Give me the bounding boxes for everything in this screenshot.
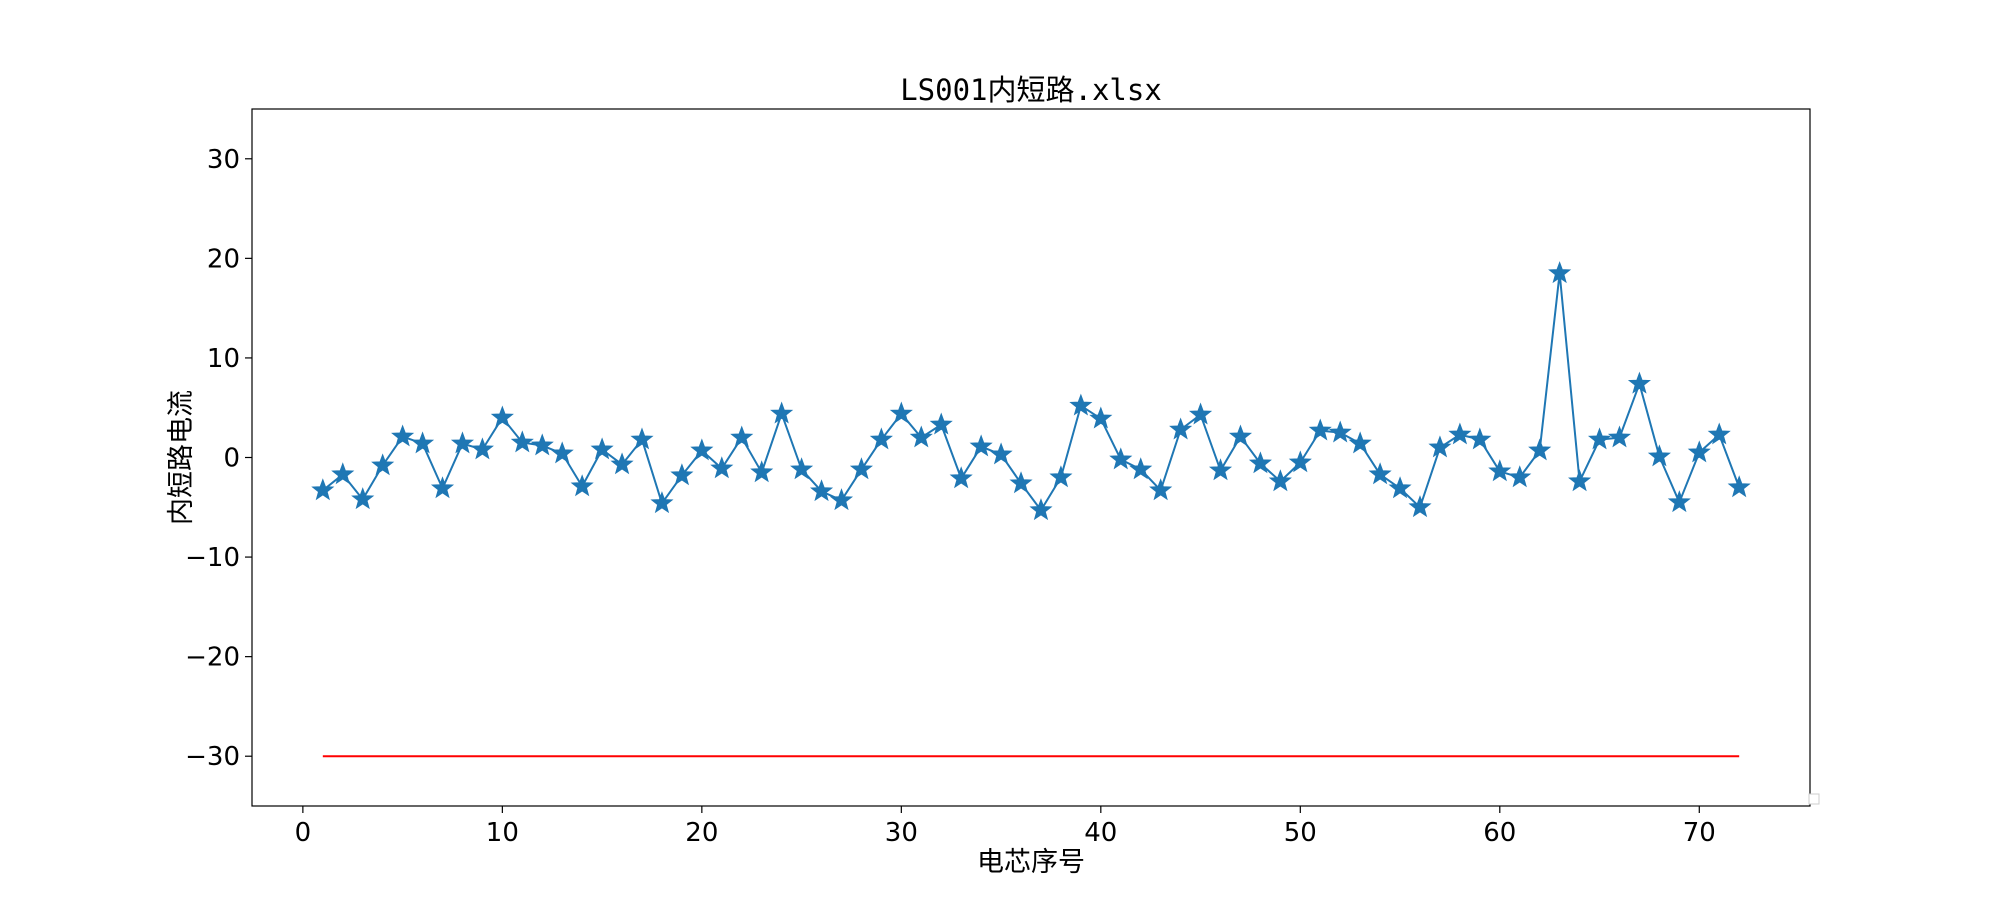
data-point xyxy=(411,431,435,454)
y-tick-label: 10 xyxy=(207,344,240,374)
data-point xyxy=(1488,459,1512,482)
data-point xyxy=(1587,427,1612,450)
data-point xyxy=(1528,438,1552,461)
data-point xyxy=(610,452,634,475)
data-point xyxy=(929,412,953,435)
data-point xyxy=(1169,417,1193,440)
data-point xyxy=(690,438,714,461)
plot-area xyxy=(311,261,1751,758)
x-tick-label: 30 xyxy=(885,818,918,848)
data-point xyxy=(650,491,674,514)
data-point xyxy=(1129,457,1153,480)
y-tick-label: 30 xyxy=(207,145,240,175)
data-point xyxy=(770,401,794,424)
data-point xyxy=(1508,465,1532,488)
x-tick-label: 40 xyxy=(1084,818,1117,848)
x-tick-label: 60 xyxy=(1483,818,1516,848)
data-point xyxy=(1308,418,1332,441)
data-point xyxy=(1408,495,1432,518)
data-point xyxy=(750,460,774,483)
data-point xyxy=(1029,498,1053,521)
data-point xyxy=(1208,458,1233,481)
y-tick-label: 20 xyxy=(207,244,240,274)
data-point xyxy=(570,474,594,497)
data-point xyxy=(1727,475,1751,498)
data-point xyxy=(909,425,933,448)
data-point xyxy=(1687,440,1711,463)
data-point xyxy=(889,401,913,424)
data-point xyxy=(1189,402,1213,425)
data-point xyxy=(391,424,415,447)
data-point xyxy=(1428,435,1452,458)
data-point xyxy=(1009,471,1033,494)
data-point xyxy=(1348,431,1372,454)
data-point xyxy=(989,442,1013,465)
data-point xyxy=(849,457,873,480)
data-point xyxy=(1089,406,1113,429)
data-point xyxy=(1069,393,1093,416)
data-point xyxy=(351,487,375,510)
data-point xyxy=(1248,451,1272,474)
data-point xyxy=(1149,478,1173,501)
x-axis: 0 10 20 30 40 50 60 70 xyxy=(295,806,1716,848)
x-tick-label: 50 xyxy=(1284,818,1317,848)
data-point xyxy=(869,427,893,450)
y-tick-label: −10 xyxy=(185,543,240,573)
data-point xyxy=(450,431,475,454)
x-tick-label: 0 xyxy=(295,818,312,848)
data-point xyxy=(1607,425,1632,448)
data-point xyxy=(670,463,694,486)
data-point xyxy=(490,405,514,428)
data-point xyxy=(829,488,854,511)
data-point xyxy=(1667,490,1691,513)
data-point xyxy=(530,433,554,456)
data-point xyxy=(1647,444,1671,467)
data-point xyxy=(1328,420,1352,443)
data-point xyxy=(550,441,574,464)
data-point xyxy=(590,437,614,460)
x-tick-label: 20 xyxy=(685,818,718,848)
x-tick-label: 70 xyxy=(1683,818,1716,848)
data-point xyxy=(1388,476,1412,499)
x-axis-label: 电芯序号 xyxy=(977,847,1085,878)
data-point xyxy=(1109,447,1133,470)
data-point xyxy=(1228,424,1253,447)
data-point xyxy=(311,478,335,501)
data-point xyxy=(510,430,534,453)
data-point xyxy=(1568,469,1592,492)
y-tick-label: 0 xyxy=(223,444,240,474)
y-tick-label: −30 xyxy=(185,742,240,772)
data-point xyxy=(949,466,973,489)
data-point xyxy=(730,425,754,448)
data-point xyxy=(430,476,455,499)
data-point xyxy=(470,437,494,460)
data-point xyxy=(331,462,355,485)
data-point xyxy=(1268,469,1292,492)
data-point xyxy=(1448,422,1472,445)
data-point xyxy=(790,457,814,480)
data-point xyxy=(1049,465,1073,488)
y-axis-label: 内短路电流 xyxy=(166,390,197,525)
data-point xyxy=(1368,462,1392,485)
data-point xyxy=(710,456,734,479)
data-point xyxy=(1627,371,1651,394)
y-tick-label: −20 xyxy=(185,643,240,673)
data-point xyxy=(1468,427,1492,450)
data-point xyxy=(969,434,993,457)
chart-title: LS001内短路.xlsx xyxy=(900,73,1162,107)
x-tick-label: 10 xyxy=(486,818,519,848)
data-point xyxy=(809,479,834,502)
data-point xyxy=(1288,450,1312,473)
data-point xyxy=(371,453,395,476)
legend-box xyxy=(1808,793,1820,805)
data-point xyxy=(1707,422,1731,445)
y-axis: −30 −20 −10 0 10 20 30 xyxy=(185,145,252,772)
data-point xyxy=(630,427,654,450)
data-point xyxy=(1548,261,1572,284)
